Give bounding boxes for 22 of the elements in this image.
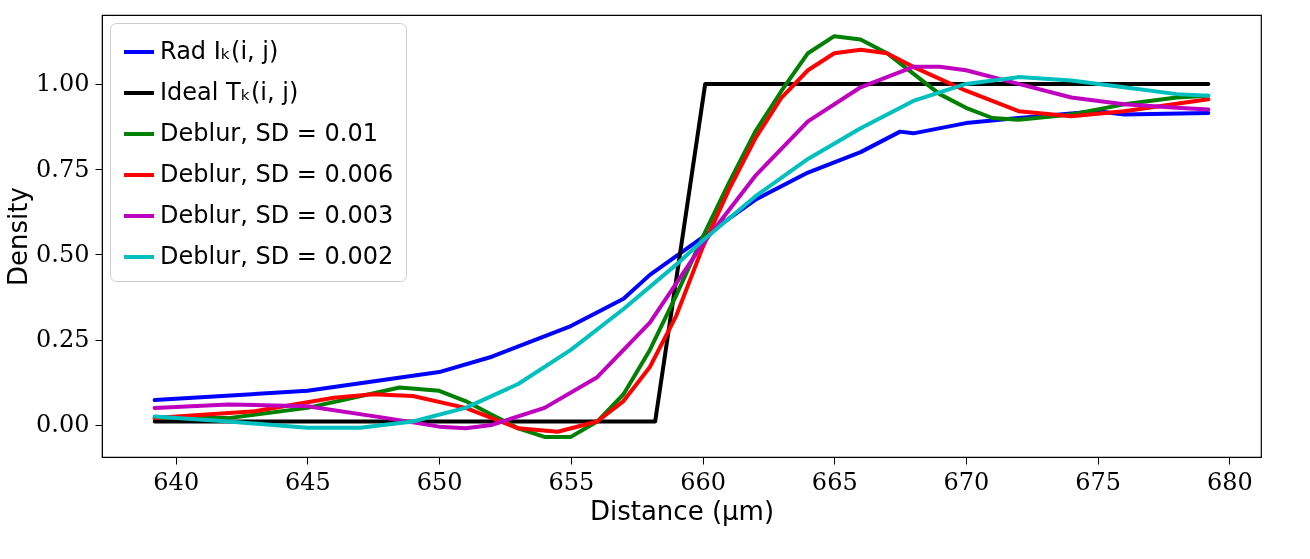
legend-label: Ideal Tₖ(i, j) <box>160 78 299 106</box>
x-tick-label: 650 <box>416 467 463 496</box>
legend-label: Deblur, SD = 0.002 <box>160 242 394 270</box>
x-tick-label: 675 <box>1075 467 1122 496</box>
y-axis-title: Density <box>3 187 34 286</box>
x-tick-label: 680 <box>1206 467 1253 496</box>
legend-label: Rad Iₖ(i, j) <box>160 37 279 65</box>
y-tick-label: 0.50 <box>36 239 90 268</box>
legend-label: Deblur, SD = 0.006 <box>160 160 394 188</box>
x-tick-label: 665 <box>811 467 858 496</box>
y-tick-label: 0.75 <box>36 154 90 183</box>
x-axis-title: Distance (μm) <box>589 495 775 526</box>
legend-label: Deblur, SD = 0.003 <box>160 201 394 229</box>
x-tick-label: 640 <box>153 467 200 496</box>
y-tick-label: 0.00 <box>36 410 90 439</box>
legend-label: Deblur, SD = 0.01 <box>160 119 379 147</box>
x-tick-label: 655 <box>548 467 595 496</box>
x-tick-label: 645 <box>285 467 331 496</box>
x-tick-label: 660 <box>680 467 726 496</box>
x-tick-label: 670 <box>943 467 990 496</box>
y-tick-label: 1.00 <box>36 69 90 98</box>
y-tick-label: 0.25 <box>36 325 90 354</box>
